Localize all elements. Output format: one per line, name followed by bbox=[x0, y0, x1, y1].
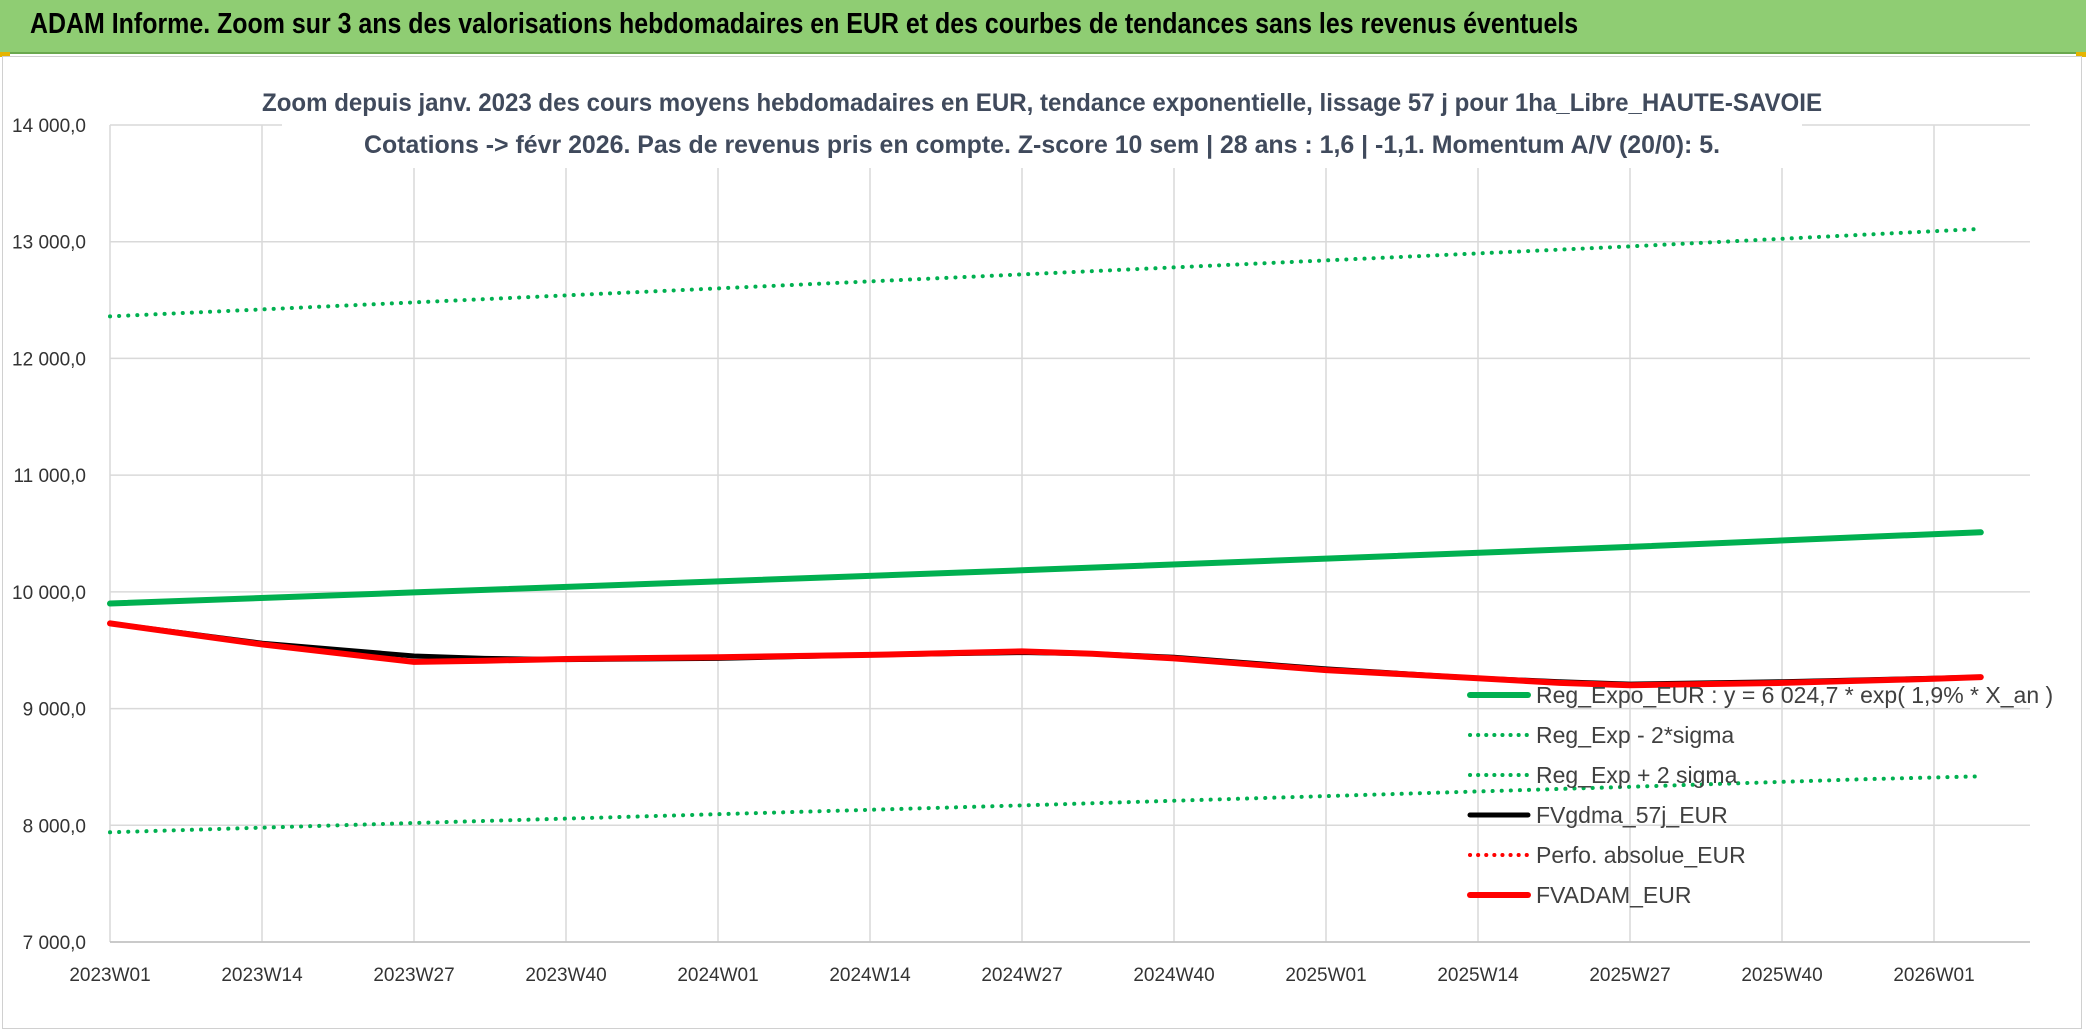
legend-label: Reg_Exp + 2 sigma bbox=[1536, 762, 1738, 788]
gridlines bbox=[109, 124, 2030, 943]
x-tick-label: 2025W14 bbox=[1437, 965, 1519, 986]
x-tick-label: 2026W01 bbox=[1893, 965, 1974, 986]
y-tick-label: 12 000,0 bbox=[12, 349, 86, 370]
legend-label: Reg_Exp - 2*sigma bbox=[1536, 722, 1734, 748]
chart-subtitle: Cotations -> févr 2026. Pas de revenus p… bbox=[364, 131, 1720, 159]
series-line-6 bbox=[107, 620, 1984, 689]
y-tick-label: 7 000,0 bbox=[23, 933, 86, 954]
x-tick-label: 2023W40 bbox=[525, 965, 606, 986]
x-tick-label: 2024W14 bbox=[829, 965, 911, 986]
x-tick-label: 2024W40 bbox=[1133, 965, 1214, 986]
x-tick-label: 2024W27 bbox=[981, 965, 1062, 986]
x-tick-label: 2025W40 bbox=[1741, 965, 1822, 986]
x-tick-label: 2024W01 bbox=[677, 965, 758, 986]
report-title: ADAM Informe. Zoom sur 3 ans des valoris… bbox=[30, 8, 1579, 40]
axes: 7 000,0 8 000,0 9 000,0 10 000,0 11 000,0 12 … bbox=[12, 116, 2030, 986]
legend-label: Reg_Expo_EUR : y = 6 024,7 * exp( 1,9% *… bbox=[1536, 682, 2053, 708]
legend-label: Perfo. absolue_EUR bbox=[1536, 842, 1746, 868]
x-tick-label: 2025W27 bbox=[1589, 965, 1670, 986]
x-tick-label: 2023W14 bbox=[221, 965, 303, 986]
legend-label: FVgdma_57j_EUR bbox=[1536, 802, 1728, 828]
x-tick-label: 2023W01 bbox=[69, 965, 150, 986]
series-line-3 bbox=[108, 226, 1983, 319]
chart-title: Zoom depuis janv. 2023 des cours moyens … bbox=[262, 89, 1822, 117]
x-tick-label: 2025W01 bbox=[1285, 965, 1366, 986]
x-tick-label: 2023W27 bbox=[373, 965, 454, 986]
legend-label: FVADAM_EUR bbox=[1536, 882, 1692, 908]
y-tick-label: 11 000,0 bbox=[13, 466, 86, 487]
legend: Reg_Expo_EUR : y = 6 024,7 * exp( 1,9% *… bbox=[1467, 682, 2053, 908]
y-tick-label: 14 000,0 bbox=[12, 116, 86, 137]
chart-title-block: Zoom depuis janv. 2023 des cours moyens … bbox=[262, 78, 1822, 168]
series-line-2 bbox=[108, 774, 1983, 835]
y-tick-label: 10 000,0 bbox=[12, 583, 86, 604]
series-lines bbox=[107, 226, 1984, 835]
y-tick-label: 8 000,0 bbox=[23, 816, 86, 837]
y-tick-label: 13 000,0 bbox=[12, 233, 86, 254]
chart-frame bbox=[2, 56, 2082, 1029]
report-banner: ADAM Informe. Zoom sur 3 ans des valoris… bbox=[0, 0, 2086, 54]
y-tick-label: 9 000,0 bbox=[23, 700, 86, 721]
corner-marker-right bbox=[2076, 52, 2086, 57]
corner-marker-left bbox=[0, 52, 10, 57]
title-background bbox=[282, 78, 1802, 168]
series-line-1 bbox=[107, 529, 1984, 607]
